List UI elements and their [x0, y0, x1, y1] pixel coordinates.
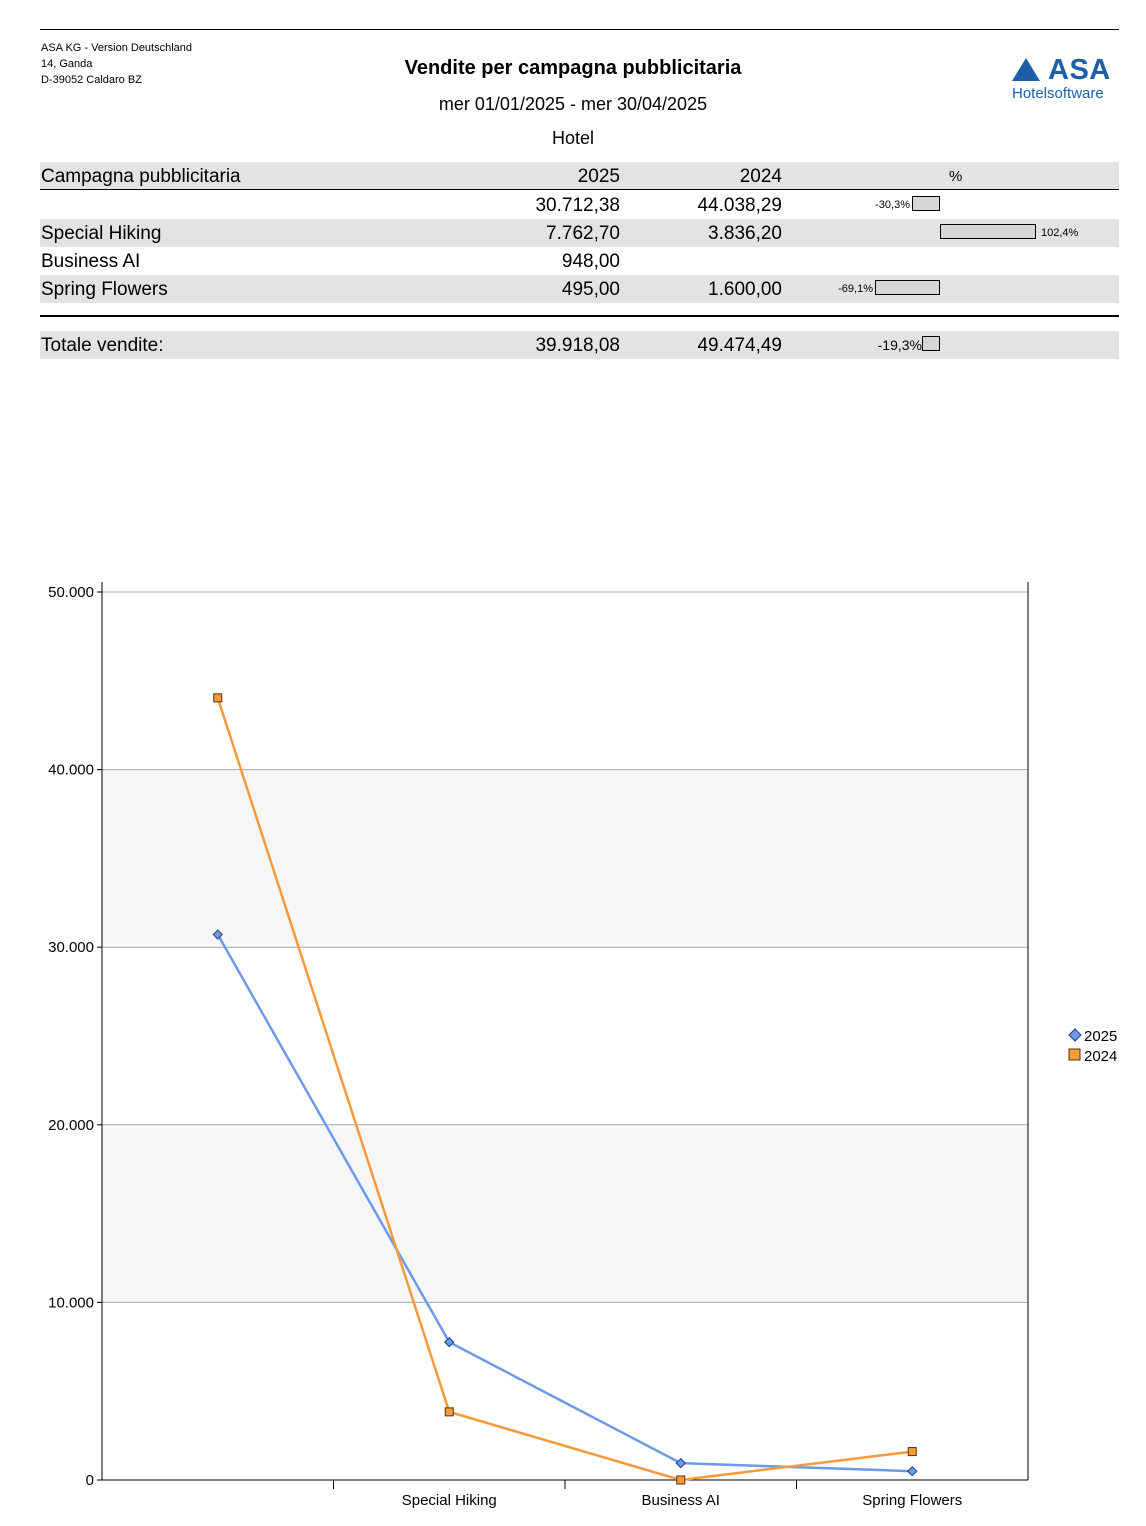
- data-point-2025: [212, 929, 223, 940]
- total-value-2024: 49.474,49: [697, 335, 782, 356]
- header-divider: [40, 189, 1119, 190]
- row-value-2024: 3.836,20: [708, 223, 782, 244]
- y-tick-label: 20.000: [48, 1117, 94, 1134]
- table-row: 30.712,38 44.038,29 -30,3%: [40, 191, 1119, 219]
- data-point-2024: [444, 1407, 454, 1417]
- data-point-2025: [675, 1457, 686, 1469]
- series-line-2024: [216, 697, 913, 1482]
- data-point-2025: [444, 1336, 455, 1348]
- table-row: Spring Flowers 495,00 1.600,00 -69,1%: [40, 275, 1119, 303]
- row-percent-bar: [875, 280, 940, 295]
- legend-label: 2025: [1084, 1028, 1117, 1045]
- column-header-campaign: Campagna pubblicitaria: [41, 166, 241, 187]
- total-percent-label: -19,3%: [877, 337, 922, 353]
- data-point-2024: [907, 1447, 917, 1457]
- total-divider: [40, 315, 1119, 317]
- row-percent-bar: [911, 196, 940, 211]
- y-tick-label: 0: [86, 1472, 94, 1489]
- row-value-2025: 948,00: [561, 251, 620, 272]
- row-name: Special Hiking: [41, 223, 162, 244]
- x-tick-label: Spring Flowers: [862, 1492, 962, 1509]
- column-header-percent: %: [949, 168, 963, 185]
- table-header: Campagna pubblicitaria 2025 2024 %: [40, 162, 1119, 190]
- row-percent-bar: [940, 224, 1036, 239]
- data-point-2025: [907, 1466, 918, 1477]
- x-tick-label: Special Hiking: [402, 1492, 497, 1509]
- report-period: mer 01/01/2025 - mer 30/04/2025: [438, 94, 708, 114]
- y-tick-label: 40.000: [48, 762, 94, 779]
- row-percent-label: -69,1%: [838, 283, 873, 295]
- company-address: ASA KG - Version Deutschland 14, Ganda D…: [41, 40, 192, 88]
- company-line: ASA KG - Version Deutschland: [41, 42, 193, 54]
- report-department: Hotel: [551, 128, 595, 148]
- legend-marker-square-icon: [1068, 1048, 1081, 1061]
- legend-label: 2024: [1084, 1048, 1117, 1065]
- row-value-2024: 44.038,29: [697, 195, 782, 216]
- y-tick-label: 10.000: [48, 1294, 94, 1311]
- data-point-2024: [213, 693, 223, 703]
- legend-marker-diamond-icon: [1068, 1028, 1082, 1042]
- column-header-2024: 2024: [739, 166, 782, 187]
- logo-triangle-icon: [1012, 58, 1040, 81]
- company-line: 14, Ganda: [41, 58, 93, 70]
- logo-word: ASA: [1048, 54, 1111, 86]
- y-tick-label: 50.000: [48, 584, 94, 601]
- total-row: Totale vendite: 39.918,08 49.474,49 -19,…: [40, 331, 1119, 359]
- y-tick-label: 30.000: [48, 939, 94, 956]
- total-value-2025: 39.918,08: [535, 335, 620, 356]
- report-title: Vendite per campagna pubblicitaria: [404, 57, 742, 79]
- row-value-2025: 495,00: [561, 279, 620, 300]
- row-name: Spring Flowers: [41, 279, 168, 300]
- row-name: Business AI: [41, 251, 141, 272]
- row-value-2025: 30.712,38: [535, 195, 620, 216]
- row-percent-label: -30,3%: [875, 199, 910, 211]
- grid-band: [102, 1124, 1028, 1303]
- logo-subtitle: Hotelsoftware: [1012, 85, 1104, 102]
- row-percent-label: 102,4%: [1041, 227, 1079, 239]
- total-label: Totale vendite:: [41, 335, 164, 356]
- top-rule: [40, 29, 1119, 30]
- column-header-2025: 2025: [577, 166, 620, 187]
- series-line-2025: [216, 933, 913, 1473]
- row-value-2025: 7.762,70: [546, 223, 620, 244]
- data-point-2024: [676, 1475, 686, 1485]
- company-line: D-39052 Caldaro BZ: [41, 74, 142, 86]
- row-value-2024: 1.600,00: [708, 279, 782, 300]
- asa-logo: ASA Hotelsoftware: [1010, 54, 1112, 103]
- table-row: Special Hiking 7.762,70 3.836,20 102,4%: [40, 219, 1119, 247]
- total-percent-bar: [921, 336, 940, 351]
- grid-band: [102, 769, 1028, 948]
- x-tick-label: Business AI: [642, 1492, 720, 1509]
- table-row: Business AI 948,00: [40, 247, 1119, 275]
